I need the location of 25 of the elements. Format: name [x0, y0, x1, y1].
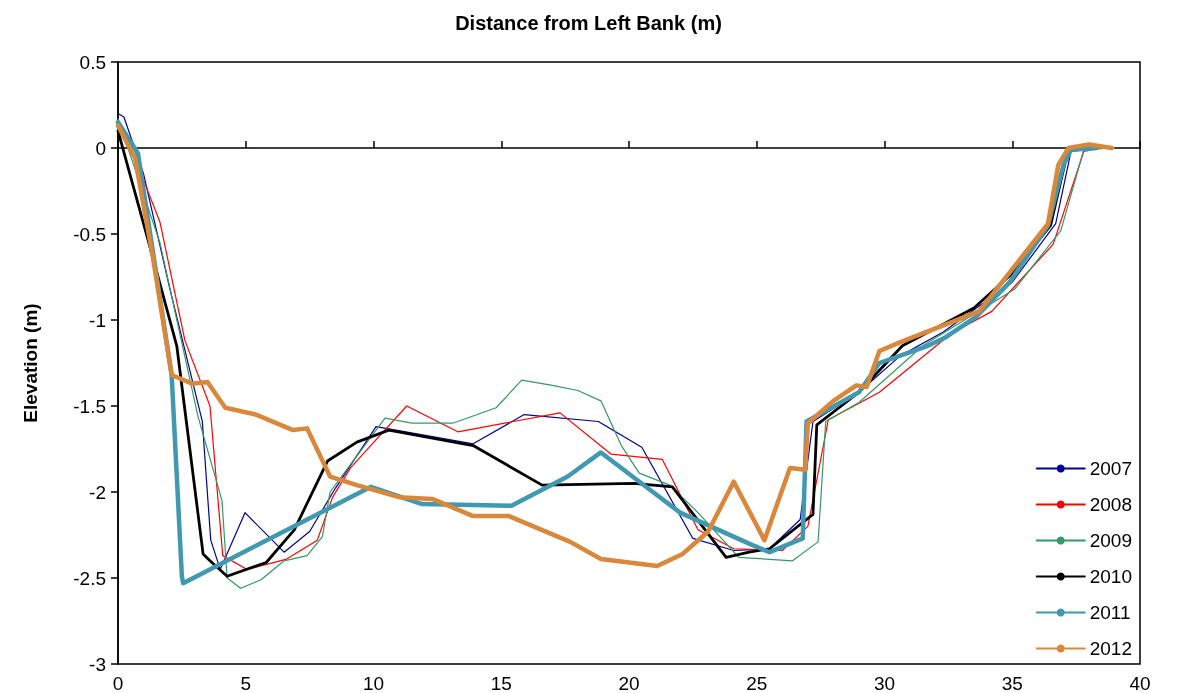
x-tick-label: 5 [240, 673, 252, 693]
legend-label: 2010 [1089, 566, 1133, 587]
legend-label: 2007 [1089, 458, 1133, 479]
x-tick-label: 40 [1129, 673, 1151, 693]
y-tick-label: -3 [89, 653, 106, 675]
y-tick-label: -2.5 [73, 567, 106, 589]
x-tick-label: 15 [490, 673, 512, 693]
y-tick-label: -0.5 [73, 223, 106, 245]
x-tick-label: 20 [618, 673, 640, 693]
y-tick-label: -1 [89, 309, 106, 331]
legend-label: 2012 [1089, 638, 1133, 659]
y-tick-label: 0 [95, 137, 106, 159]
legend-label: 2008 [1089, 494, 1133, 515]
x-tick-label: 35 [1001, 673, 1023, 693]
y-tick-label: 0.5 [79, 51, 106, 73]
y-tick-label: -1.5 [73, 395, 106, 417]
legend-label: 2009 [1089, 530, 1133, 551]
y-axis-title: Elevation (m) [20, 303, 41, 423]
x-axis-title: Distance from Left Bank (m) [455, 12, 722, 34]
x-tick-label: 25 [746, 673, 768, 693]
x-tick-label: 0 [112, 673, 124, 693]
y-tick-label: -2 [89, 481, 106, 503]
legend-label: 2011 [1089, 602, 1131, 623]
x-tick-label: 30 [873, 673, 896, 693]
x-tick-label: 10 [362, 673, 385, 693]
